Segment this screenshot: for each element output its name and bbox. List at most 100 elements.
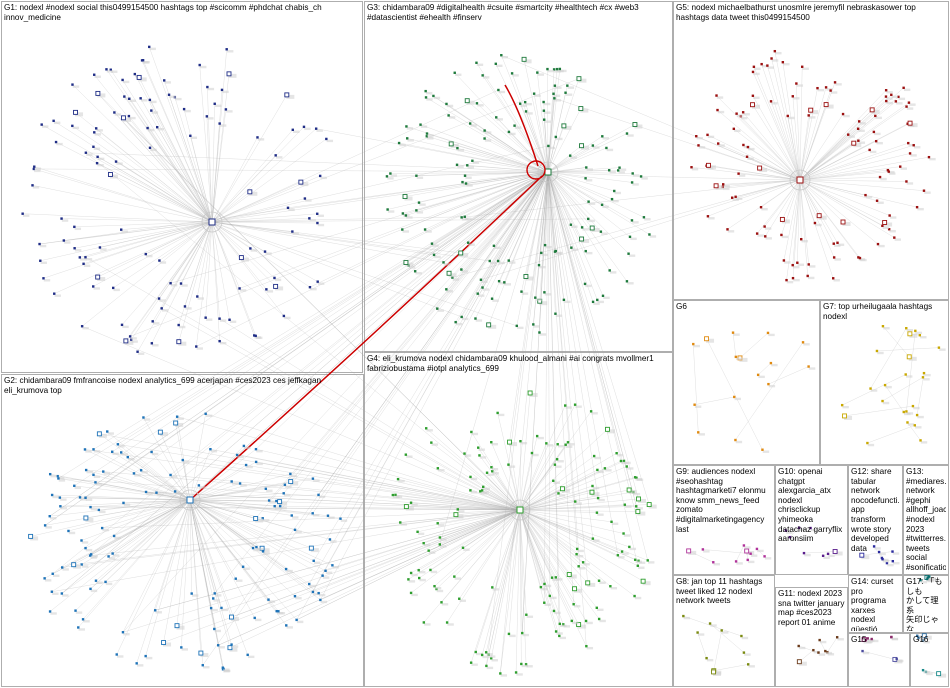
edge <box>521 171 549 292</box>
node-shadow <box>250 249 258 252</box>
cross-edge <box>112 171 549 452</box>
node-shadow <box>482 655 489 659</box>
node-g3 <box>486 322 492 328</box>
node-shadow <box>544 120 551 123</box>
node-g2 <box>241 565 245 568</box>
node-g4 <box>524 663 528 666</box>
node-shadow <box>504 283 512 286</box>
node-shadow <box>718 144 725 147</box>
node-g1 <box>195 345 198 348</box>
node-shadow <box>520 104 527 107</box>
node-shadow <box>161 309 169 312</box>
node-g4 <box>484 651 488 654</box>
node-g2 <box>227 645 233 651</box>
node-shadow <box>586 168 593 171</box>
node-g2 <box>74 609 77 612</box>
node-g2 <box>135 662 138 665</box>
cross-edge <box>312 171 549 514</box>
node-shadow <box>748 665 755 668</box>
node-g4 <box>543 582 546 586</box>
node-shadow <box>793 97 800 100</box>
node-shadow <box>318 593 326 597</box>
node-g5 <box>697 144 700 147</box>
edge <box>106 69 213 223</box>
node-shadow <box>823 556 830 560</box>
node-shadow <box>835 83 842 86</box>
node-shadow <box>470 491 478 494</box>
node-g4 <box>625 465 628 468</box>
cross-edge <box>237 454 521 511</box>
cross-edge <box>99 433 521 511</box>
node-g3 <box>583 282 587 286</box>
node-shadow <box>574 588 583 593</box>
node-g2 <box>169 473 172 477</box>
edge <box>489 171 549 262</box>
node-g5 <box>782 259 786 262</box>
node-g3 <box>564 91 567 94</box>
node-g9 <box>749 552 752 555</box>
node-g1 <box>84 256 87 259</box>
node-shadow <box>544 111 551 114</box>
edge <box>537 72 549 173</box>
node-shadow <box>917 636 924 639</box>
node-shadow <box>72 85 80 88</box>
node-g3 <box>397 141 401 145</box>
node-g4 <box>597 617 601 621</box>
node-shadow <box>426 98 433 101</box>
node-g1 <box>205 115 209 118</box>
node-g4 <box>550 576 554 579</box>
edge <box>54 221 213 294</box>
node-shadow <box>497 413 505 417</box>
node-g1 <box>303 197 307 200</box>
node-shadow <box>190 136 198 139</box>
node-shadow <box>565 406 572 409</box>
node-g11 <box>818 638 821 642</box>
node-shadow <box>889 216 897 219</box>
node-shadow <box>178 325 186 329</box>
node-g5 <box>912 144 915 147</box>
node-shadow <box>837 243 845 246</box>
edge <box>85 497 191 501</box>
node-shadow <box>93 287 100 290</box>
node-shadow <box>483 487 490 491</box>
node-shadow <box>97 277 106 282</box>
cross-edge <box>73 509 521 565</box>
node-g14 <box>890 635 893 639</box>
node-shadow <box>509 261 516 264</box>
node-g4 <box>552 479 555 482</box>
edge <box>796 83 801 181</box>
node-shadow <box>256 462 263 466</box>
edge <box>189 499 279 612</box>
node-g6 <box>761 448 764 451</box>
node-shadow <box>274 506 282 510</box>
node-g5 <box>800 65 804 68</box>
node-g1 <box>282 314 286 318</box>
node-shadow <box>834 244 841 247</box>
node-g5 <box>745 155 749 158</box>
node-g2 <box>84 496 87 499</box>
edge <box>189 499 287 626</box>
edge <box>547 171 586 284</box>
node-g3 <box>507 130 511 134</box>
node-shadow <box>68 531 76 535</box>
node-g1 <box>238 255 244 261</box>
node-g2 <box>220 606 223 610</box>
node-shadow <box>440 545 447 548</box>
node-g2 <box>60 566 64 569</box>
edge <box>547 92 566 173</box>
cross-edge <box>229 509 521 648</box>
node-shadow <box>721 631 729 634</box>
node-g5 <box>908 152 912 155</box>
node-g1 <box>224 108 228 111</box>
node-g4 <box>507 463 510 466</box>
edge <box>799 179 883 226</box>
node-g3 <box>424 89 427 93</box>
node-g2 <box>308 545 314 551</box>
node-g4 <box>572 603 575 606</box>
node-shadow <box>482 491 489 494</box>
node-shadow <box>122 117 131 122</box>
node-shadow <box>452 278 460 281</box>
node-shadow <box>603 296 610 300</box>
node-shadow <box>567 86 575 89</box>
node-g4 <box>469 489 472 492</box>
